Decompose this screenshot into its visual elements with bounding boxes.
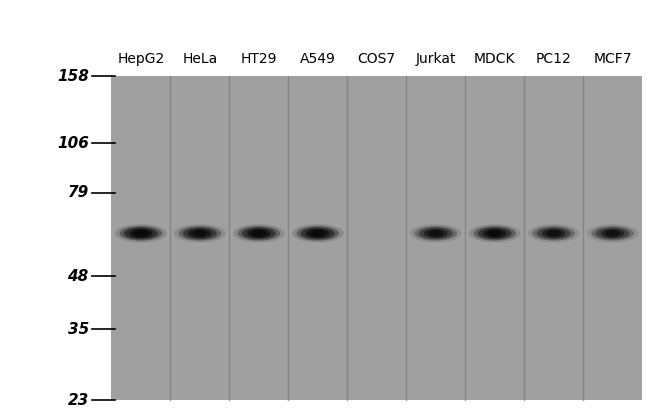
- Ellipse shape: [233, 224, 285, 242]
- Text: HepG2: HepG2: [117, 52, 164, 66]
- Ellipse shape: [587, 224, 638, 242]
- Ellipse shape: [542, 229, 566, 238]
- Ellipse shape: [296, 226, 339, 241]
- Ellipse shape: [306, 229, 330, 238]
- Ellipse shape: [428, 230, 443, 237]
- Ellipse shape: [483, 229, 506, 238]
- Ellipse shape: [183, 227, 216, 239]
- Text: 23: 23: [68, 393, 89, 408]
- Ellipse shape: [473, 226, 516, 241]
- Text: 79: 79: [68, 185, 89, 200]
- Ellipse shape: [124, 227, 158, 239]
- Text: HeLa: HeLa: [182, 52, 218, 66]
- Ellipse shape: [592, 226, 634, 241]
- Text: COS7: COS7: [358, 52, 396, 66]
- Ellipse shape: [478, 227, 512, 239]
- Ellipse shape: [192, 230, 207, 237]
- Ellipse shape: [547, 230, 561, 237]
- Ellipse shape: [179, 226, 221, 241]
- Ellipse shape: [605, 230, 620, 237]
- Ellipse shape: [292, 224, 344, 242]
- Ellipse shape: [601, 229, 625, 238]
- Text: 158: 158: [57, 69, 89, 84]
- Ellipse shape: [488, 230, 502, 237]
- Ellipse shape: [596, 227, 629, 239]
- Ellipse shape: [134, 230, 148, 237]
- Ellipse shape: [415, 226, 457, 241]
- Ellipse shape: [120, 226, 162, 241]
- Ellipse shape: [247, 229, 270, 238]
- Ellipse shape: [419, 227, 452, 239]
- Bar: [111, 76, 642, 400]
- Ellipse shape: [242, 227, 276, 239]
- Text: A549: A549: [300, 52, 336, 66]
- Ellipse shape: [537, 227, 571, 239]
- Text: Jurkat: Jurkat: [415, 52, 456, 66]
- Text: MCF7: MCF7: [593, 52, 632, 66]
- Text: MDCK: MDCK: [474, 52, 515, 66]
- Ellipse shape: [188, 229, 211, 238]
- Ellipse shape: [252, 230, 266, 237]
- Text: HT29: HT29: [240, 52, 277, 66]
- Ellipse shape: [532, 226, 575, 241]
- Text: 48: 48: [68, 269, 89, 284]
- Text: 106: 106: [57, 136, 89, 151]
- Ellipse shape: [410, 224, 462, 242]
- Ellipse shape: [528, 224, 580, 242]
- Ellipse shape: [311, 230, 325, 237]
- Ellipse shape: [301, 227, 335, 239]
- Ellipse shape: [469, 224, 521, 242]
- Ellipse shape: [424, 229, 447, 238]
- Ellipse shape: [174, 224, 226, 242]
- Ellipse shape: [237, 226, 280, 241]
- Ellipse shape: [115, 224, 167, 242]
- Text: PC12: PC12: [536, 52, 571, 66]
- Ellipse shape: [129, 229, 153, 238]
- Text: 35: 35: [68, 322, 89, 337]
